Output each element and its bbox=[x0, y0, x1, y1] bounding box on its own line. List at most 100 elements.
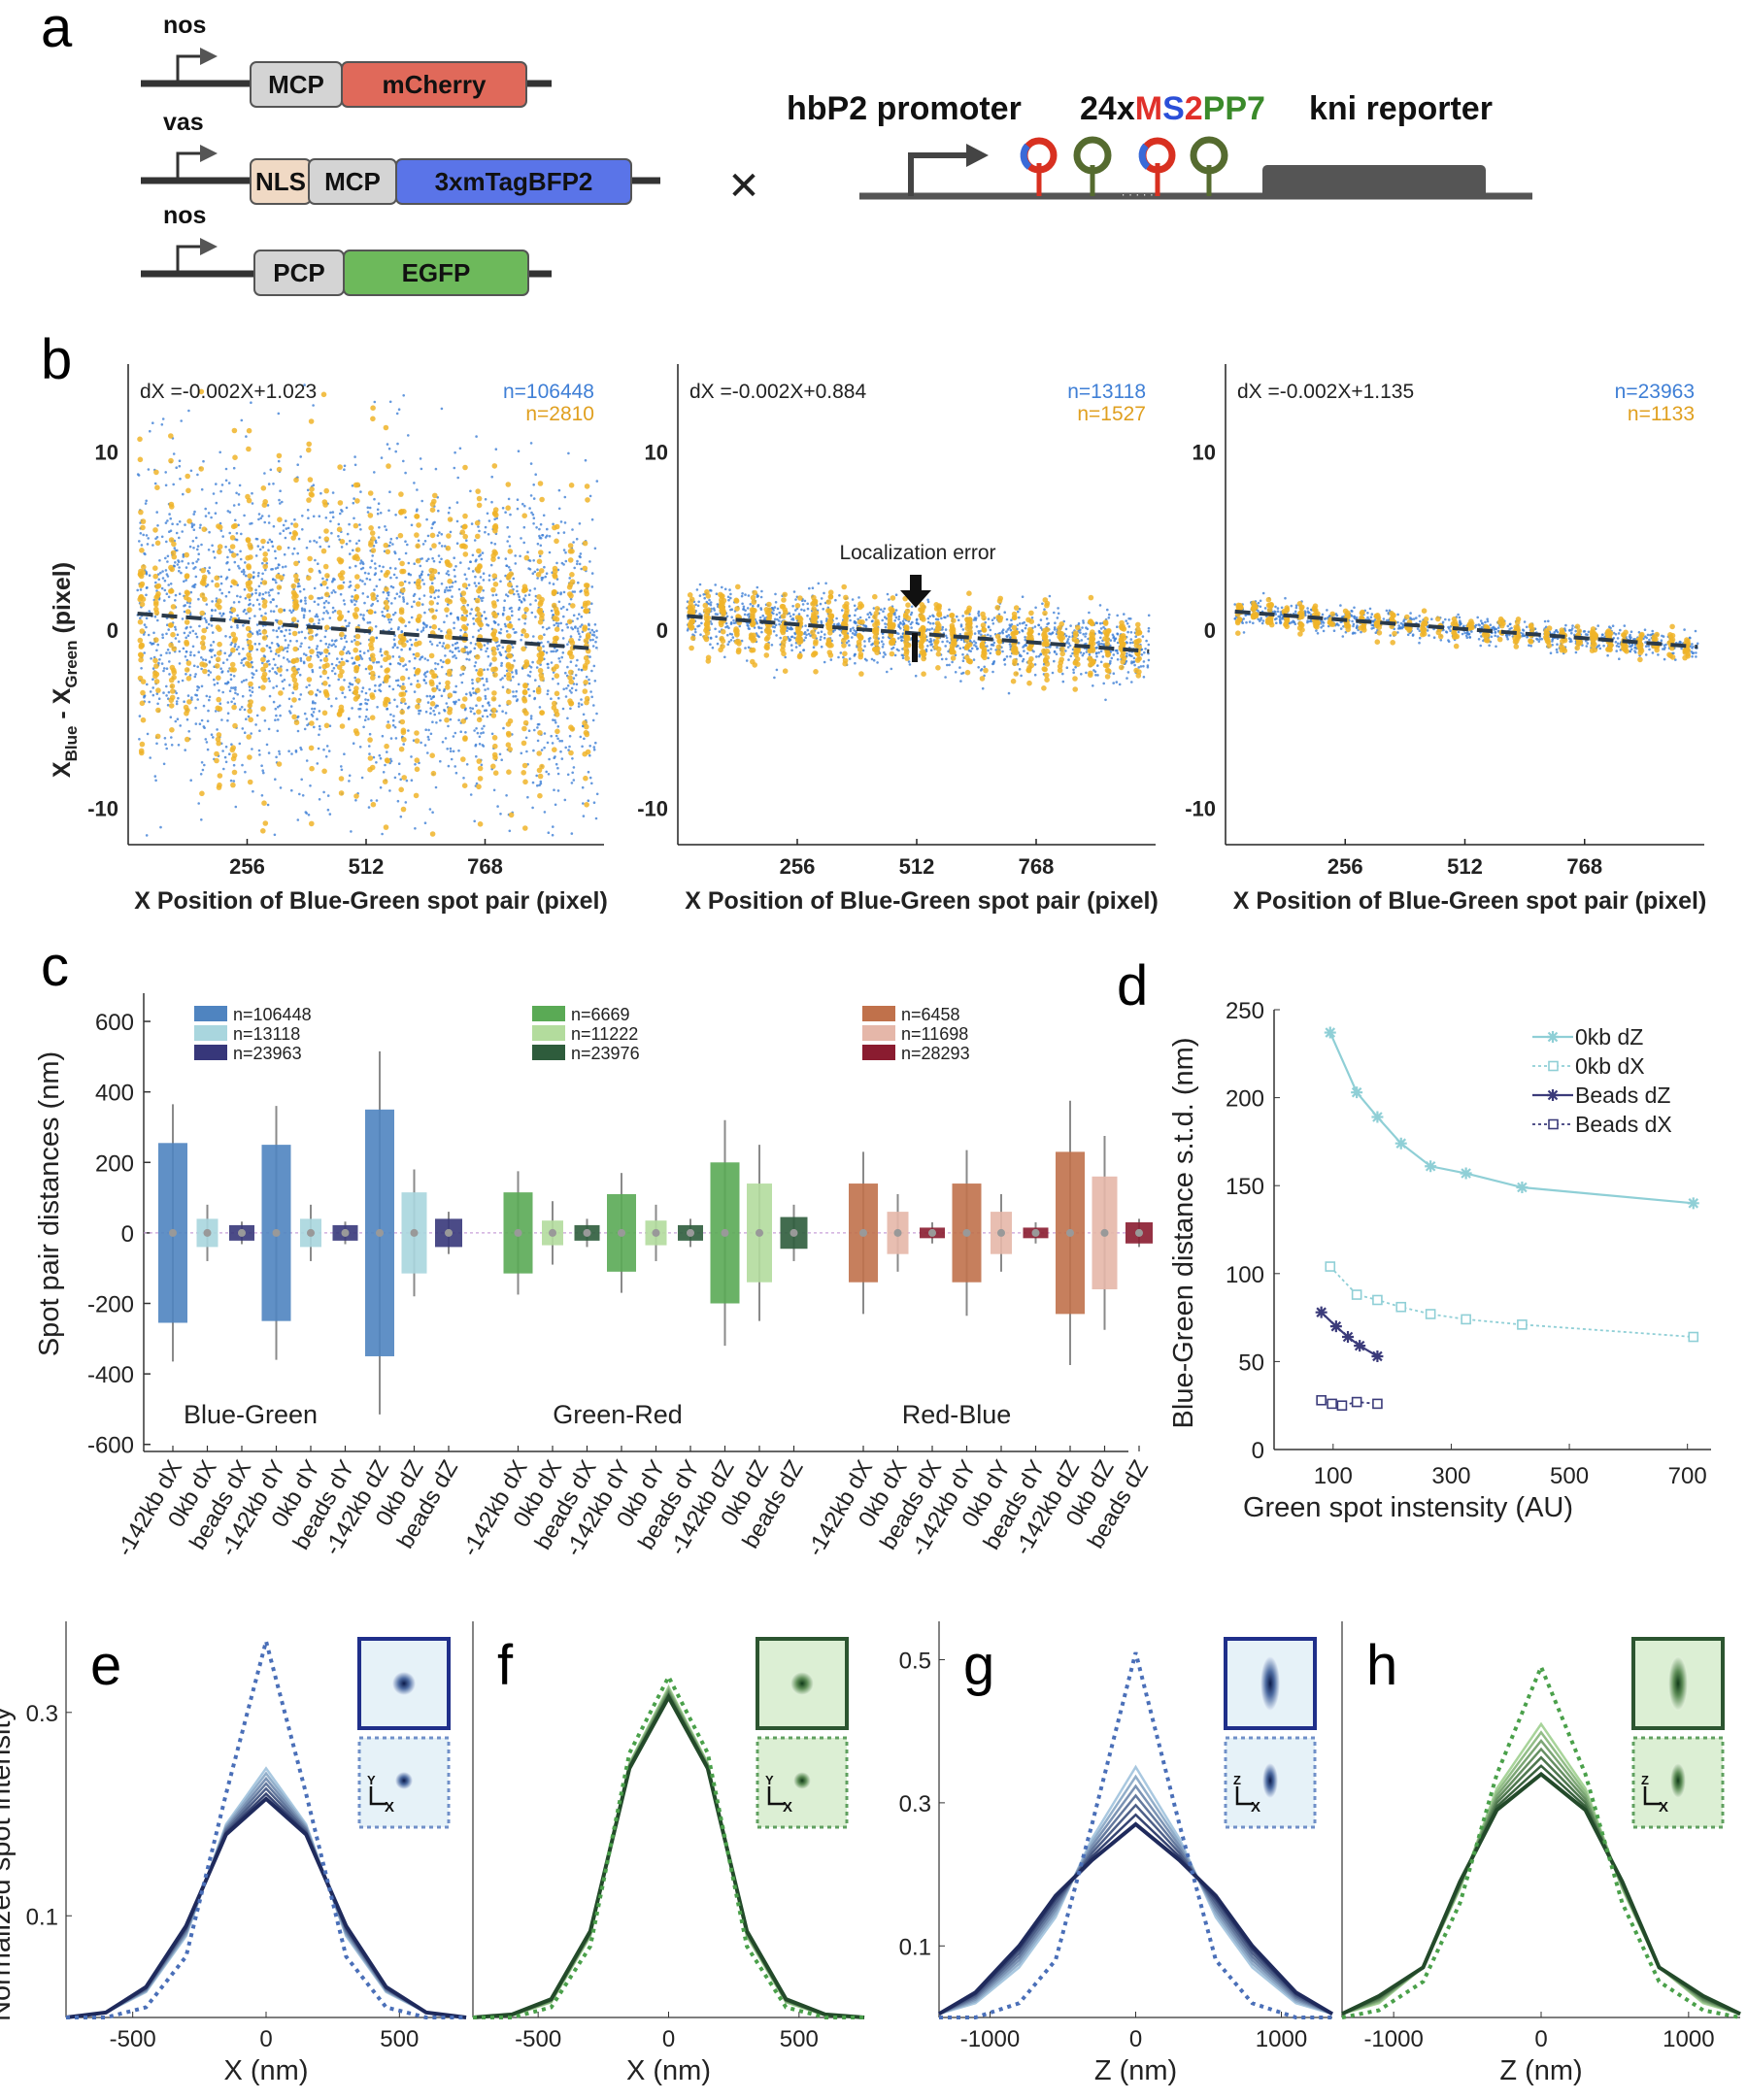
gold-point bbox=[507, 549, 514, 554]
blue-point bbox=[375, 541, 378, 545]
gold-point bbox=[462, 523, 468, 530]
blue-point bbox=[1072, 671, 1075, 674]
blue-point bbox=[402, 596, 405, 599]
blue-point bbox=[894, 593, 898, 596]
blue-point bbox=[340, 657, 344, 661]
gold-point bbox=[261, 671, 268, 678]
blue-point bbox=[454, 684, 458, 688]
gold-point bbox=[248, 717, 253, 723]
blue-point bbox=[1010, 623, 1014, 626]
gold-point bbox=[401, 642, 407, 648]
gold-point bbox=[415, 668, 420, 675]
blue-point bbox=[880, 640, 884, 643]
blue-point bbox=[972, 658, 976, 661]
blue-point bbox=[432, 695, 436, 698]
gold-point bbox=[417, 614, 422, 619]
blue-point bbox=[427, 728, 430, 732]
gold-point bbox=[276, 545, 283, 551]
blue-point bbox=[473, 664, 477, 668]
blue-point bbox=[1092, 684, 1094, 687]
blue-point bbox=[283, 679, 286, 682]
blue-point bbox=[434, 467, 438, 471]
blue-point bbox=[435, 721, 438, 724]
gold-point bbox=[446, 628, 453, 634]
gold-point bbox=[217, 782, 222, 788]
gold-point bbox=[414, 514, 420, 519]
blue-point bbox=[740, 594, 744, 598]
blue-point bbox=[956, 615, 958, 618]
blue-point bbox=[882, 610, 885, 613]
blue-point bbox=[708, 598, 711, 602]
blue-point bbox=[489, 563, 493, 567]
blue-point bbox=[413, 592, 417, 596]
blue-point bbox=[188, 605, 191, 609]
blue-point bbox=[236, 626, 239, 629]
blue-point bbox=[457, 749, 460, 752]
x-tick-label: 768 bbox=[467, 854, 503, 879]
blue-point bbox=[573, 590, 577, 593]
blue-point bbox=[348, 585, 351, 588]
blue-point bbox=[529, 603, 532, 606]
blue-point bbox=[829, 658, 833, 661]
blue-point bbox=[1048, 594, 1052, 598]
blue-point bbox=[802, 609, 806, 612]
blue-point bbox=[489, 662, 492, 665]
blue-point bbox=[404, 540, 407, 543]
blue-point bbox=[1033, 663, 1037, 666]
blue-point bbox=[224, 467, 228, 471]
blue-point bbox=[466, 652, 470, 655]
gold-point bbox=[521, 614, 527, 619]
blue-point bbox=[272, 483, 275, 485]
blue-point bbox=[540, 749, 544, 751]
blue-point bbox=[556, 622, 560, 625]
blue-point bbox=[314, 558, 317, 562]
gold-point bbox=[522, 586, 528, 593]
blue-point bbox=[457, 650, 461, 652]
blue-point bbox=[324, 755, 328, 758]
blue-point bbox=[302, 587, 306, 591]
blue-point bbox=[268, 538, 272, 542]
blue-point bbox=[595, 480, 599, 483]
blue-point bbox=[302, 652, 306, 655]
blue-point bbox=[528, 675, 531, 678]
gold-point bbox=[185, 590, 190, 596]
blue-point bbox=[1022, 646, 1025, 649]
blue-point bbox=[322, 601, 326, 605]
blue-point bbox=[434, 785, 438, 789]
gold-point bbox=[217, 650, 222, 656]
blue-point bbox=[505, 629, 509, 633]
blue-point bbox=[464, 731, 467, 734]
blue-point bbox=[194, 566, 197, 569]
blue-point bbox=[803, 599, 807, 603]
blue-point bbox=[970, 647, 974, 650]
blue-point bbox=[428, 625, 432, 629]
blue-point bbox=[392, 573, 396, 577]
gold-point bbox=[260, 538, 266, 545]
gold-point bbox=[507, 582, 513, 587]
blue-point bbox=[454, 765, 457, 768]
blue-point bbox=[140, 667, 143, 670]
blue-point bbox=[392, 613, 395, 617]
blue-point bbox=[391, 687, 395, 691]
blue-point bbox=[773, 676, 776, 680]
blue-point bbox=[365, 708, 369, 712]
blue-point bbox=[973, 617, 977, 619]
blue-point bbox=[432, 559, 436, 563]
blue-point bbox=[543, 746, 546, 750]
blue-point bbox=[214, 653, 217, 657]
blue-point bbox=[1116, 658, 1120, 661]
blue-point bbox=[237, 564, 240, 568]
gold-point bbox=[354, 640, 360, 647]
blue-point bbox=[847, 640, 851, 643]
blue-point bbox=[376, 706, 379, 709]
blue-point bbox=[318, 724, 321, 728]
blue-point bbox=[278, 498, 281, 502]
gold-point bbox=[323, 487, 330, 494]
blue-point bbox=[423, 657, 427, 660]
gold-point bbox=[155, 590, 161, 597]
blue-point bbox=[147, 537, 150, 540]
gold-point bbox=[383, 542, 389, 549]
blue-point bbox=[372, 755, 376, 759]
blue-point bbox=[1099, 660, 1103, 664]
blue-point bbox=[253, 643, 257, 646]
